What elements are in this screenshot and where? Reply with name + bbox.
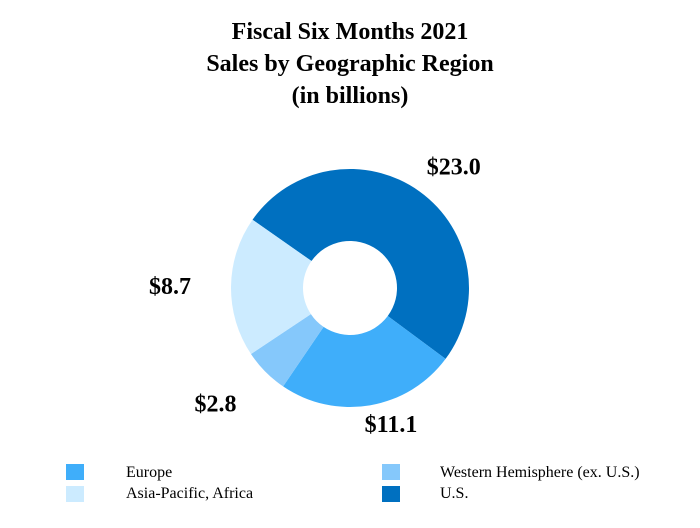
slice-u-s (252, 169, 469, 359)
title-line-1: Fiscal Six Months 2021 (231, 19, 469, 45)
donut-slices (231, 169, 469, 407)
title-line-2: Sales by Geographic Region (206, 51, 494, 77)
slice-asia-pacific-africa (231, 219, 312, 354)
slice-label-western-hemisphere-ex-u-s: $2.8 (194, 392, 236, 418)
chart-title: Fiscal Six Months 2021 Sales by Geograph… (0, 16, 700, 112)
slice-label-asia-pacific-africa: $8.7 (149, 274, 191, 300)
slice-labels: $23.0 $11.1 $2.8 $8.7 (149, 154, 481, 438)
slice-europe (283, 316, 446, 407)
slice-label-europe: $11.1 (365, 412, 418, 438)
slice-label-u-s: $23.0 (427, 154, 481, 180)
slice-western-hemisphere-ex-u-s (250, 314, 324, 387)
title-line-3: (in billions) (291, 83, 409, 109)
